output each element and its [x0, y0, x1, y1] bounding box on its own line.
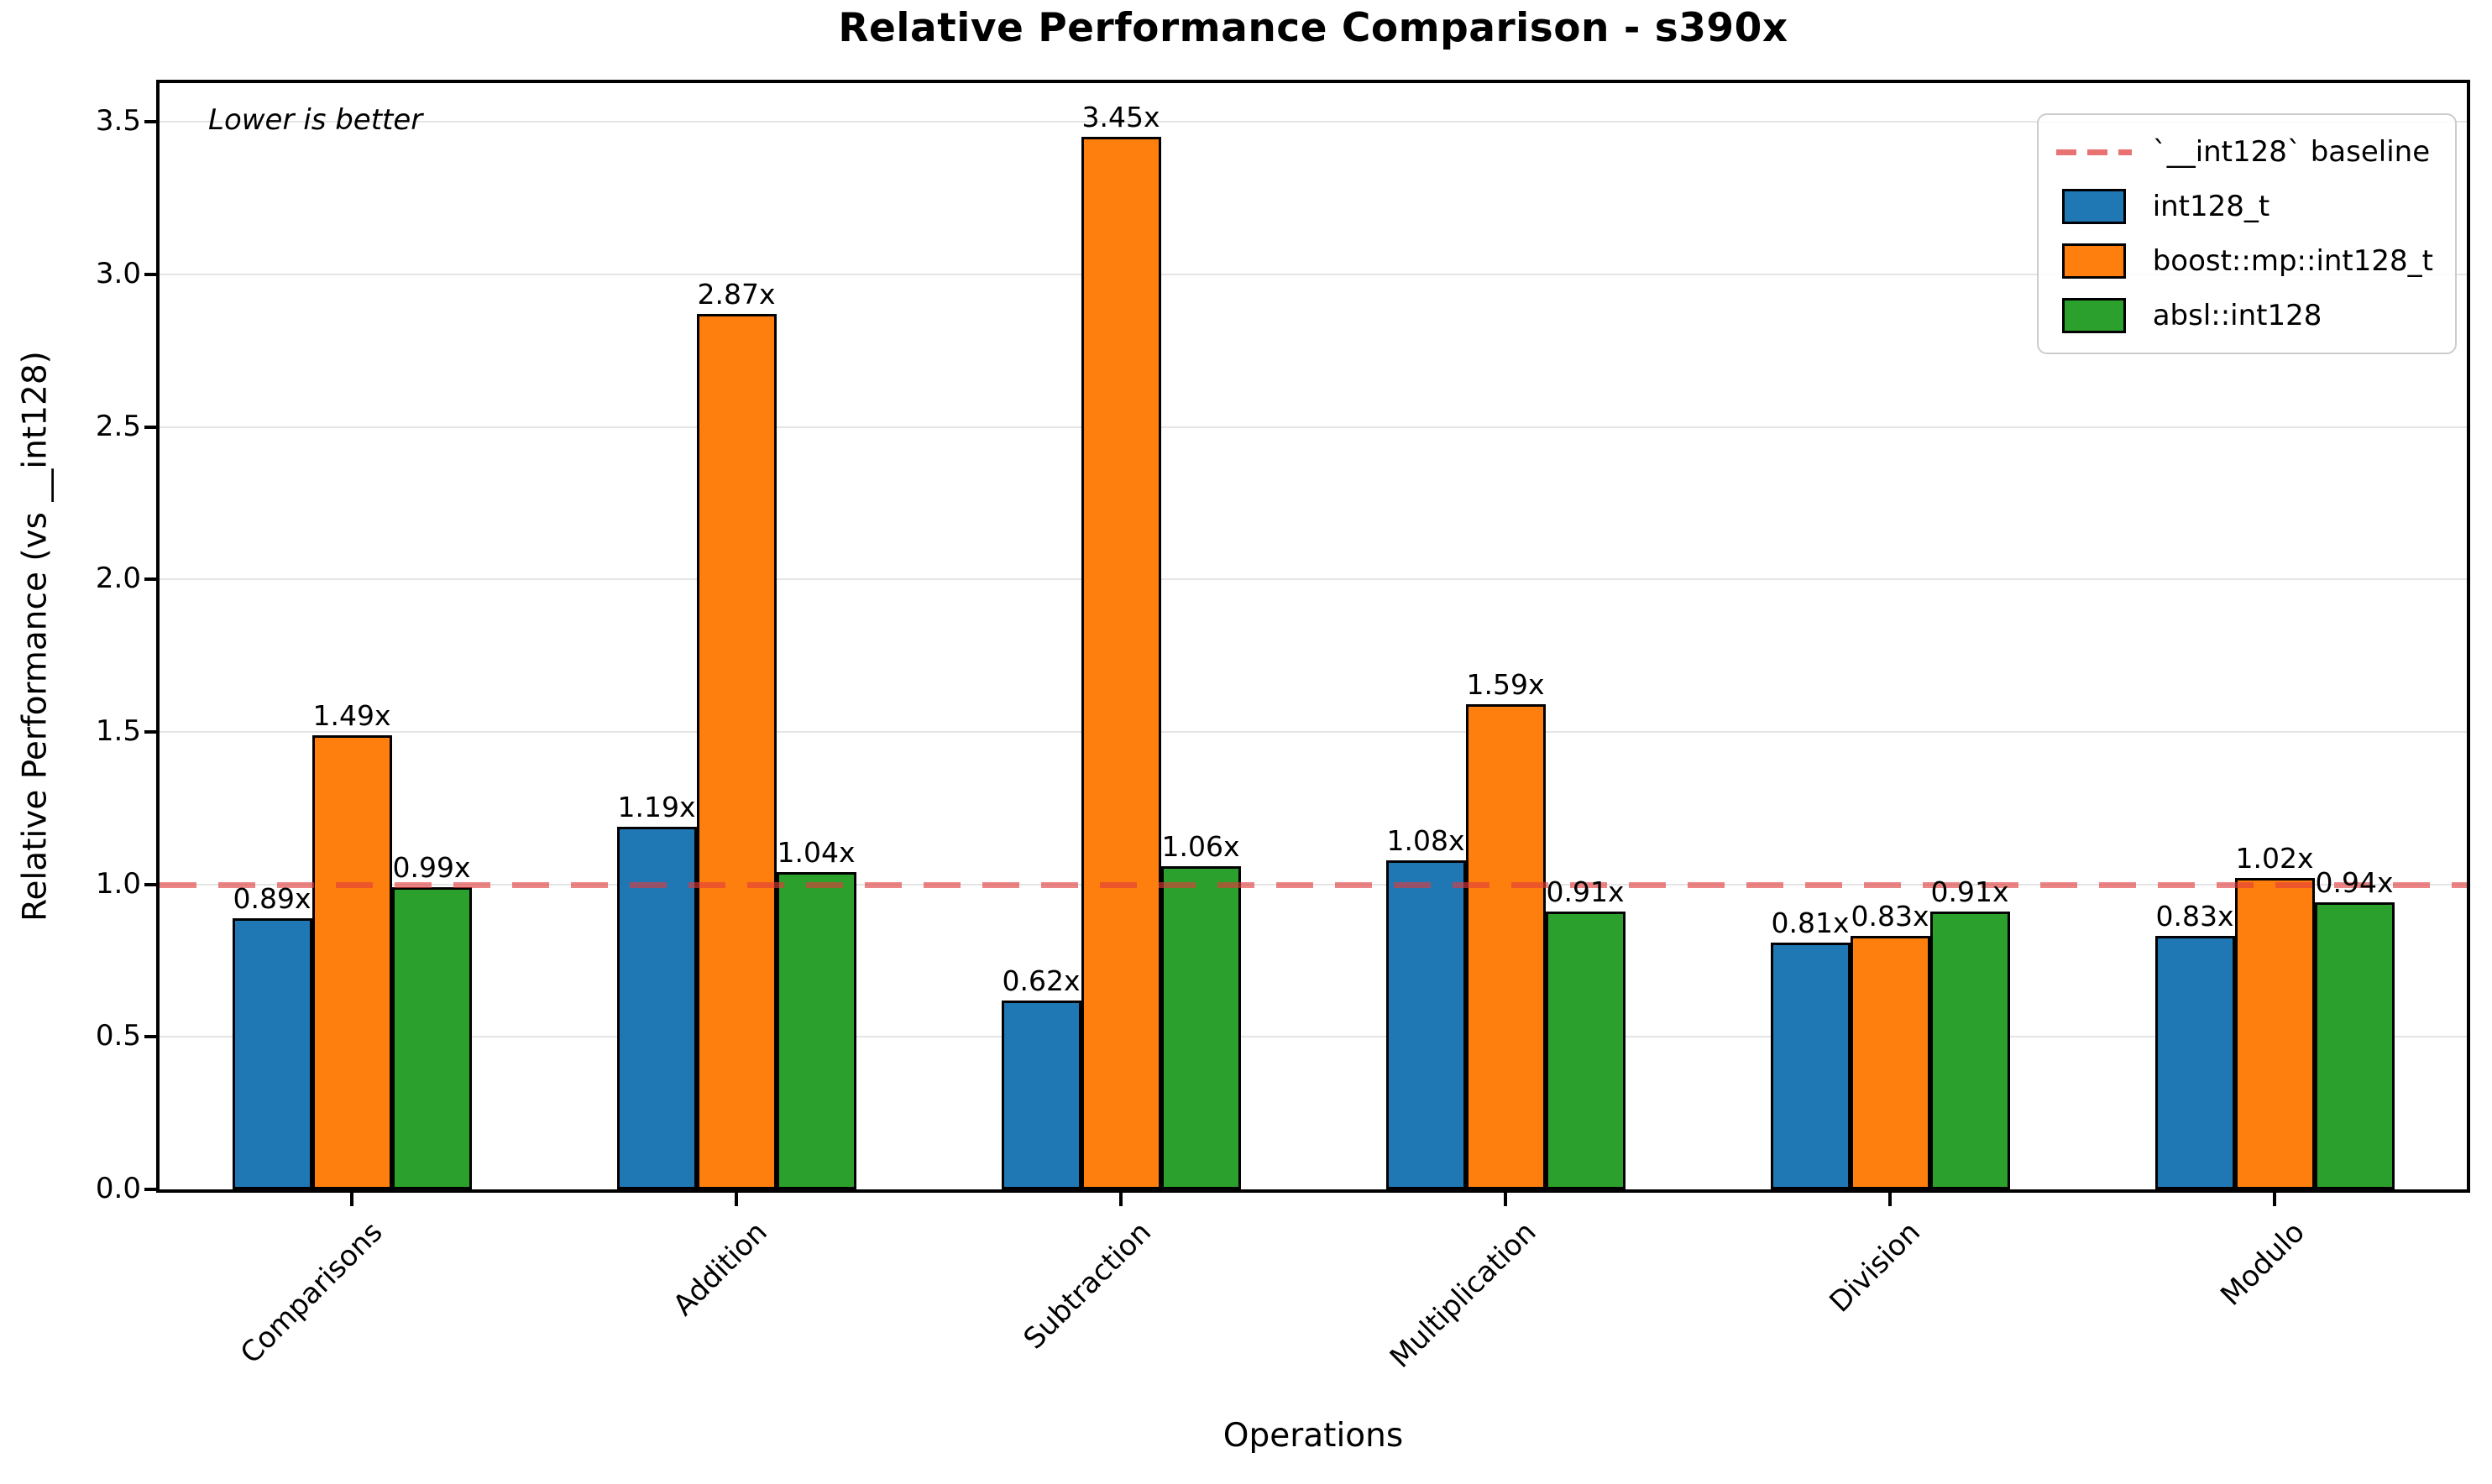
bar-value-label: 0.99x [392, 851, 471, 885]
bar-value-label: 0.83x [1851, 900, 1929, 933]
y-tick-mark [144, 425, 160, 429]
legend-row: boost::mp::int128_t [2055, 238, 2433, 285]
bar-absl-int128 [1929, 912, 2010, 1189]
bar-int128-t [1001, 1000, 1081, 1189]
gridline [160, 578, 2467, 581]
legend-label: absl::int128 [2152, 299, 2322, 332]
bar-int128-t [1770, 942, 1851, 1189]
bar-absl-int128 [1160, 865, 1241, 1189]
baseline-dashed-line [160, 881, 2467, 888]
y-tick-mark [144, 577, 160, 582]
bar-value-label: 0.83x [2155, 900, 2234, 933]
bar-boost-mp-int128-t [1465, 704, 1546, 1189]
legend-row-baseline: `__int128` baseline [2055, 128, 2433, 175]
legend-swatch-icon [2061, 189, 2126, 224]
bar-value-label: 0.81x [1771, 906, 1850, 939]
bar-int128-t [1385, 860, 1466, 1189]
y-tick-label: 0.0 [95, 1172, 141, 1205]
legend-label: int128_t [2152, 190, 2270, 223]
x-tick-mark [2273, 1193, 2276, 1206]
legend-row: absl::int128 [2055, 292, 2433, 339]
bar-int128-t [616, 826, 697, 1189]
plot-area: Lower is better `__int128` baseline int1… [160, 83, 2467, 1189]
bar-int128-t [2154, 936, 2235, 1189]
legend-swatch-icon [2061, 243, 2126, 279]
x-tick-label: Multiplication [1383, 1215, 1543, 1375]
bar-value-label: 1.04x [777, 836, 856, 870]
gridline [160, 730, 2467, 733]
y-tick-label: 0.5 [95, 1019, 141, 1053]
bar-boost-mp-int128-t [2234, 878, 2315, 1189]
bar-value-label: 2.87x [697, 278, 776, 311]
legend-sample [2055, 189, 2133, 224]
bar-absl-int128 [1545, 912, 1626, 1189]
legend-baseline-sample [2055, 149, 2133, 155]
x-tick-label: Comparisons [233, 1215, 390, 1371]
y-tick-mark [144, 272, 160, 276]
legend-sample [2055, 298, 2133, 333]
annotation-lower-is-better: Lower is better [208, 103, 423, 137]
legend-label-baseline: `__int128` baseline [2152, 135, 2431, 169]
gridline [160, 1036, 2467, 1038]
bar-boost-mp-int128-t [696, 314, 777, 1189]
bar-int128-t [232, 917, 312, 1189]
y-tick-label: 1.5 [95, 713, 141, 748]
bar-absl-int128 [2314, 902, 2395, 1189]
bar-absl-int128 [391, 887, 472, 1189]
bar-value-label: 0.91x [1930, 875, 2009, 909]
bar-value-label: 1.08x [1386, 823, 1465, 857]
x-axis-label: Operations [1222, 1417, 1404, 1455]
dashed-line-icon [2055, 149, 2132, 155]
bar-boost-mp-int128-t [1850, 936, 1930, 1189]
gridline [160, 426, 2467, 428]
bar-value-label: 1.19x [617, 790, 696, 823]
x-tick-mark [1119, 1193, 1123, 1206]
y-tick-mark [144, 120, 160, 124]
legend-label: boost::mp::int128_t [2152, 244, 2433, 278]
y-tick-label: 3.0 [95, 256, 141, 290]
x-tick-mark [350, 1193, 353, 1206]
y-tick-label: 3.5 [95, 104, 141, 138]
y-tick-label: 2.5 [95, 409, 141, 443]
bar-boost-mp-int128-t [312, 734, 392, 1189]
bar-value-label: 0.89x [233, 881, 312, 915]
y-tick-label: 2.0 [95, 562, 141, 596]
bar-value-label: 3.45x [1081, 101, 1160, 134]
bar-boost-mp-int128-t [1081, 137, 1161, 1189]
x-tick-mark [1888, 1193, 1892, 1206]
y-tick-mark [144, 882, 160, 886]
bar-value-label: 1.06x [1161, 829, 1240, 863]
y-tick-mark [144, 1035, 160, 1039]
y-tick-mark [144, 1188, 160, 1191]
legend-row: int128_t [2055, 183, 2433, 230]
x-tick-label: Modulo [2214, 1215, 2312, 1313]
x-tick-label: Division [1823, 1215, 1928, 1319]
bar-value-label: 0.62x [1002, 964, 1081, 997]
bar-value-label: 1.59x [1466, 668, 1545, 702]
bar-value-label: 0.94x [2315, 866, 2394, 900]
gridline [160, 121, 2467, 123]
bar-value-label: 1.02x [2235, 842, 2314, 875]
bar-value-label: 1.49x [312, 698, 391, 732]
x-tick-label: Subtraction [1017, 1215, 1159, 1356]
x-tick-mark [1504, 1193, 1507, 1206]
gridline [160, 273, 2467, 275]
x-tick-mark [735, 1193, 738, 1206]
bar-value-label: 0.91x [1546, 875, 1625, 909]
y-tick-mark [144, 729, 160, 734]
legend-swatch-icon [2061, 298, 2126, 333]
bar-absl-int128 [776, 872, 856, 1189]
chart-title: Relative Performance Comparison - s390x [838, 5, 1788, 51]
legend-sample [2055, 243, 2133, 279]
x-tick-label: Addition [666, 1215, 774, 1323]
y-tick-label: 1.0 [95, 866, 141, 901]
